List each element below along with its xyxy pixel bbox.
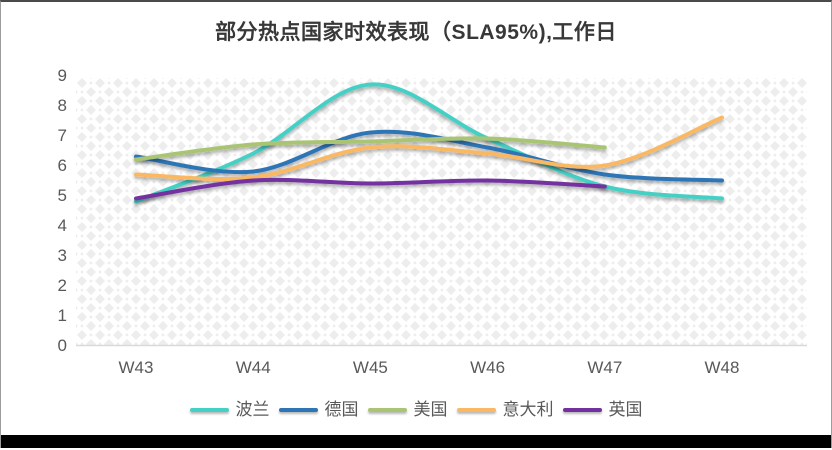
x-tick-label: W44: [235, 358, 271, 377]
legend-item-意大利[interactable]: 意大利: [456, 399, 554, 421]
legend: 波兰 德国 美国 意大利 英国: [1, 396, 831, 424]
x-tick-label: W43: [118, 358, 154, 377]
legend-label: 意大利: [502, 400, 554, 419]
bottom-bar: [1, 435, 831, 448]
x-tick-label: W47: [587, 358, 623, 377]
legend-line-swatch: [456, 407, 496, 413]
legend-line-swatch: [278, 407, 318, 413]
y-tick-label: 8: [57, 95, 67, 115]
y-tick-label: 4: [57, 215, 67, 235]
series-line-波兰: [134, 82, 724, 204]
legend-item-德国[interactable]: 德国: [278, 399, 359, 421]
legend-label: 英国: [608, 400, 643, 419]
legend-label: 波兰: [235, 400, 270, 419]
series-line-意大利: [134, 115, 724, 181]
y-tick-label: 3: [57, 245, 67, 265]
legend-item-美国[interactable]: 美国: [367, 399, 448, 421]
legend-line-swatch: [562, 407, 602, 413]
legend-line-swatch: [367, 407, 407, 413]
legend-label: 美国: [413, 400, 448, 419]
legend-label: 德国: [324, 400, 359, 419]
plot-background: [76, 78, 807, 346]
y-tick-label: 0: [57, 335, 67, 355]
x-tick-label: W45: [352, 358, 388, 377]
series-line-英国: [134, 177, 607, 201]
y-tick-label: 2: [57, 275, 67, 295]
y-tick-label: 9: [57, 65, 67, 85]
legend-item-波兰[interactable]: 波兰: [189, 399, 270, 421]
x-tick-label: W48: [704, 358, 740, 377]
chart-title[interactable]: 部分热点国家时效表现（SLA95%),工作日: [215, 21, 617, 44]
legend-line-swatch: [189, 407, 229, 413]
series-line-德国: [134, 129, 724, 183]
y-tick-label: 1: [57, 305, 67, 325]
y-tick-label: 7: [57, 125, 67, 145]
series-line-美国: [134, 136, 607, 162]
y-tick-label: 5: [57, 185, 67, 205]
legend-item-英国[interactable]: 英国: [562, 399, 643, 421]
x-tick-label: W46: [470, 358, 506, 377]
y-tick-label: 6: [57, 155, 67, 175]
